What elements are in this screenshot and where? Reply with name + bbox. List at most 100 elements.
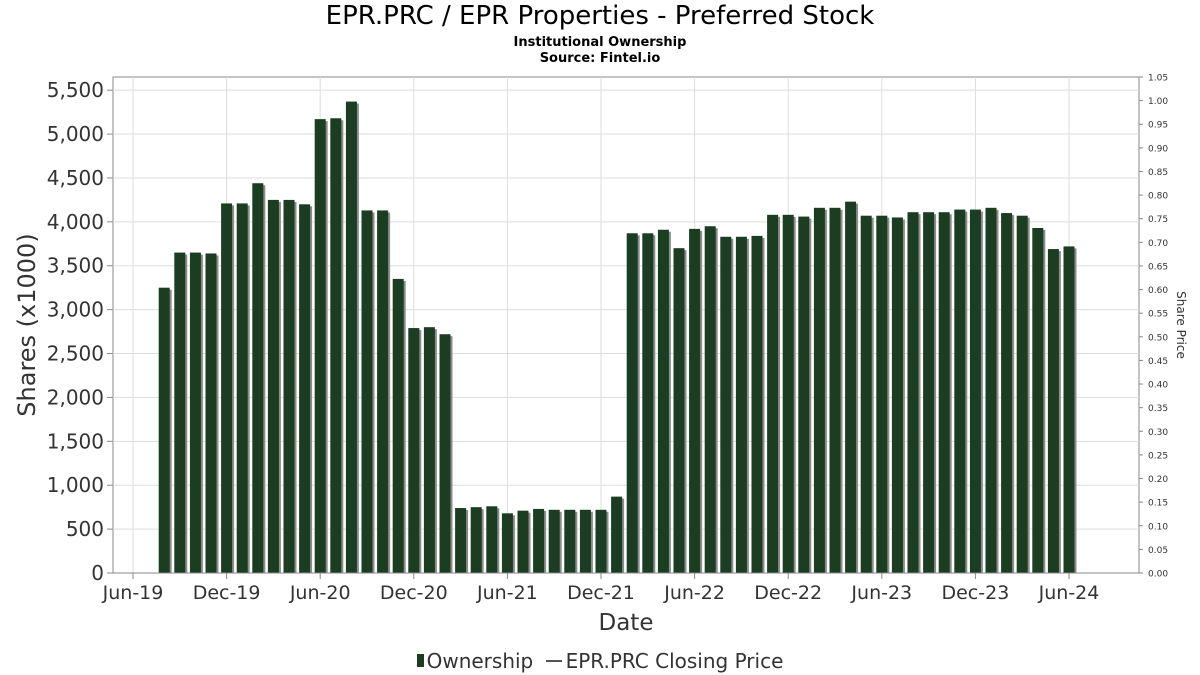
- ownership-bar-fill: [564, 509, 576, 573]
- ownership-bar: [595, 509, 609, 573]
- y-axis-title: Shares (x1000): [13, 233, 41, 416]
- ownership-bar: [439, 334, 453, 573]
- y-tick-label: 2,500: [47, 342, 104, 366]
- ownership-bar: [174, 252, 188, 573]
- ownership-bar: [377, 210, 391, 573]
- y2-tick-label: 0.60: [1148, 286, 1168, 296]
- ownership-bar-fill: [189, 252, 201, 573]
- y2-tick-label: 0.85: [1148, 168, 1168, 178]
- y2-tick-label: 0.00: [1148, 570, 1168, 580]
- x-tick-label: Jun-21: [476, 582, 538, 604]
- legend: Ownership EPR.PRC Closing Price: [0, 647, 1200, 673]
- ownership-bar: [1001, 213, 1015, 573]
- x-tick-label: Jun-20: [289, 582, 351, 604]
- ownership-bar: [423, 327, 437, 573]
- ownership-bar-fill: [767, 214, 779, 574]
- ownership-bar: [361, 210, 375, 573]
- x-tick-label: Jun-22: [663, 582, 725, 604]
- y-tick-label: 3,000: [47, 298, 104, 322]
- ownership-bar-fill: [1047, 249, 1059, 573]
- ownership-bar: [189, 252, 203, 573]
- ownership-bar: [642, 233, 656, 573]
- y-tick-label: 5,500: [47, 78, 104, 102]
- ownership-bar: [1016, 215, 1030, 574]
- ownership-bar-fill: [205, 253, 217, 573]
- y2-tick-label: 0.15: [1148, 499, 1168, 509]
- ownership-bar-fill: [751, 235, 763, 573]
- y2-tick-label: 0.75: [1148, 215, 1168, 225]
- ownership-bar: [782, 214, 796, 574]
- chart-subtitle: Institutional Ownership: [513, 35, 687, 50]
- y2-tick-label: 0.70: [1148, 239, 1168, 249]
- ownership-bar: [954, 209, 968, 573]
- ownership-bar-fill: [735, 236, 747, 574]
- ownership-bar-fill: [891, 217, 903, 573]
- ownership-bar: [876, 215, 890, 574]
- ownership-bar: [938, 212, 952, 573]
- x-tick-label: Dec-21: [567, 582, 635, 604]
- ownership-bar-fill: [642, 233, 654, 573]
- ownership-bar-fill: [954, 209, 966, 573]
- ownership-bar-fill: [486, 506, 498, 573]
- ownership-bar: [205, 253, 219, 573]
- ownership-bar-fill: [423, 327, 435, 573]
- ownership-bar-fill: [1063, 246, 1075, 573]
- ownership-bar-fill: [517, 510, 529, 573]
- ownership-bar: [720, 236, 734, 574]
- ownership-bar: [455, 508, 469, 573]
- ownership-bar-fill: [673, 248, 685, 573]
- y2-tick-label: 0.05: [1148, 546, 1168, 556]
- ownership-bar-fill: [611, 496, 623, 573]
- ownership-bar: [798, 216, 812, 573]
- y-tick-label: 4,000: [47, 210, 104, 234]
- chart-title: EPR.PRC / EPR Properties - Preferred Sto…: [325, 1, 875, 31]
- y2-tick-label: 0.90: [1148, 144, 1168, 154]
- ownership-bar-fill: [626, 233, 638, 573]
- ownership-bar-fill: [361, 210, 373, 573]
- ownership-bar: [657, 229, 671, 574]
- chart-source: Source: Fintel.io: [539, 51, 661, 66]
- ownership-bar-fill: [860, 215, 872, 574]
- ownership-bar: [985, 207, 999, 574]
- x-tick-label: Dec-22: [754, 582, 822, 604]
- ownership-bar: [860, 215, 874, 574]
- legend-price-label: EPR.PRC Closing Price: [565, 648, 784, 673]
- ownership-bar-fill: [689, 228, 701, 574]
- ownership-bar: [673, 248, 687, 573]
- y-tick-label: 3,500: [47, 254, 104, 278]
- x-axis-title: Date: [599, 610, 654, 636]
- ownership-bar-fill: [1032, 227, 1044, 573]
- ownership-bar-fill: [455, 508, 467, 573]
- ownership-bar-fill: [236, 203, 248, 573]
- ownership-bar: [221, 203, 235, 573]
- ownership-bar: [408, 328, 422, 573]
- ownership-bar-fill: [938, 212, 950, 573]
- ownership-bar-fill: [408, 328, 420, 573]
- ownership-bar: [813, 207, 827, 574]
- ownership-bar-fill: [657, 229, 669, 574]
- plot-area: [112, 76, 1140, 574]
- ownership-bar: [891, 217, 905, 573]
- y2-tick-label: 0.20: [1148, 475, 1168, 485]
- y2-tick-label: 0.65: [1148, 262, 1168, 272]
- ownership-bar-fill: [985, 207, 997, 574]
- x-tick-label: Dec-20: [380, 582, 448, 604]
- ownership-bar-fill: [392, 278, 404, 573]
- y2-tick-label: 0.30: [1148, 428, 1168, 438]
- ownership-bar-fill: [267, 199, 279, 573]
- ownership-bar-fill: [704, 226, 716, 573]
- ownership-bar-fill: [798, 216, 810, 573]
- ownership-bar-fill: [252, 183, 264, 573]
- y2-tick-label: 0.50: [1148, 333, 1168, 343]
- ownership-bar: [751, 235, 765, 573]
- ownership-bar-fill: [907, 212, 919, 573]
- legend-ownership-label: Ownership: [426, 648, 534, 673]
- ownership-bar: [501, 513, 515, 573]
- ownership-bar: [517, 510, 531, 573]
- y-tick-label: 1,500: [47, 429, 104, 453]
- y-tick-label: 0: [91, 561, 104, 585]
- y2-tick-label: 0.80: [1148, 192, 1168, 202]
- y2-tick-label: 0.55: [1148, 310, 1168, 320]
